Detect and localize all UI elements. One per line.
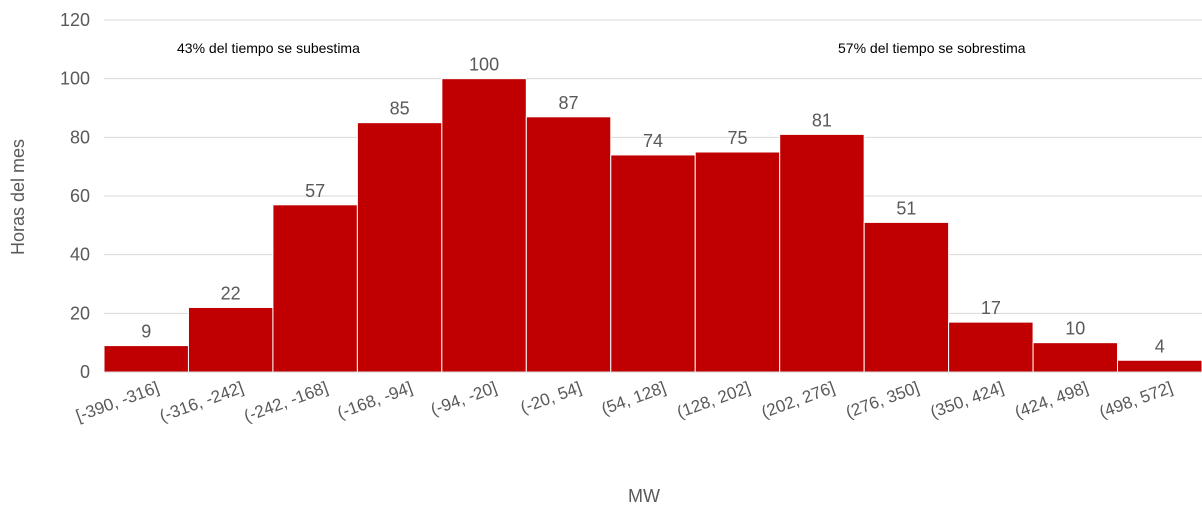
bar: [525, 116, 612, 373]
x-tick-label: [-390, -316]: [73, 378, 161, 426]
data-label: 74: [643, 131, 663, 151]
bar: [863, 221, 950, 373]
x-tick-label: (128, 202]: [674, 378, 752, 422]
bar: [948, 321, 1034, 373]
data-label: 17: [981, 298, 1001, 318]
bars: [103, 78, 1202, 373]
x-tick-label: (350, 424]: [928, 378, 1006, 422]
x-tick-label: (424, 498]: [1012, 378, 1090, 422]
data-label: 9: [141, 322, 151, 342]
y-tick-label: 40: [70, 245, 90, 265]
y-tick-label: 80: [70, 127, 90, 147]
data-label: 81: [812, 110, 832, 130]
x-tick-label: (202, 276]: [759, 378, 837, 422]
data-labels: 9 22 57 85 100 87 74 75 81 51 17 10 4: [141, 55, 1165, 357]
x-tick-label: (54, 128]: [599, 378, 669, 419]
x-tick-label: (276, 350]: [843, 378, 921, 422]
annotation-underestimate: 43% del tiempo se subestima: [177, 40, 360, 56]
bar: [779, 133, 865, 373]
y-tick-label: 0: [80, 362, 90, 382]
x-axis-title: MW: [628, 486, 660, 506]
data-label: 75: [727, 128, 747, 148]
x-tick-label: (-242, -168]: [241, 378, 330, 426]
data-label: 100: [469, 55, 499, 75]
x-axis-ticks: [-390, -316](-316, -242](-242, -168] (-16…: [73, 378, 1175, 426]
bar: [1032, 342, 1119, 373]
bar: [1117, 359, 1202, 373]
y-tick-label: 120: [60, 10, 90, 30]
data-label: 85: [390, 99, 410, 119]
y-tick-label: 20: [70, 303, 90, 323]
bar: [103, 345, 189, 373]
y-axis-title: Horas del mes: [8, 139, 28, 255]
x-tick-label: (498, 572]: [1097, 378, 1175, 422]
bar: [441, 78, 527, 373]
y-tick-label: 100: [60, 69, 90, 89]
x-tick-label: (-316, -242]: [157, 378, 246, 426]
x-tick-label: (-94, -20]: [428, 378, 499, 419]
y-tick-label: 60: [70, 186, 90, 206]
x-tick-label: (-20, 54]: [518, 378, 584, 418]
bar: [272, 204, 358, 373]
annotation-overestimate: 57% del tiempo se sobrestima: [838, 40, 1026, 56]
y-axis-ticks: 0 20 40 60 80 100 120: [60, 10, 90, 382]
bar: [356, 122, 443, 373]
data-label: 87: [559, 93, 579, 113]
data-label: 57: [305, 181, 325, 201]
data-label: 22: [221, 283, 241, 303]
data-label: 4: [1155, 336, 1165, 356]
x-tick-label: (-168, -94]: [335, 378, 415, 423]
data-label: 51: [896, 198, 916, 218]
bar: [694, 151, 781, 373]
bar: [187, 306, 274, 373]
data-label: 10: [1065, 319, 1085, 339]
bar: [610, 154, 696, 373]
